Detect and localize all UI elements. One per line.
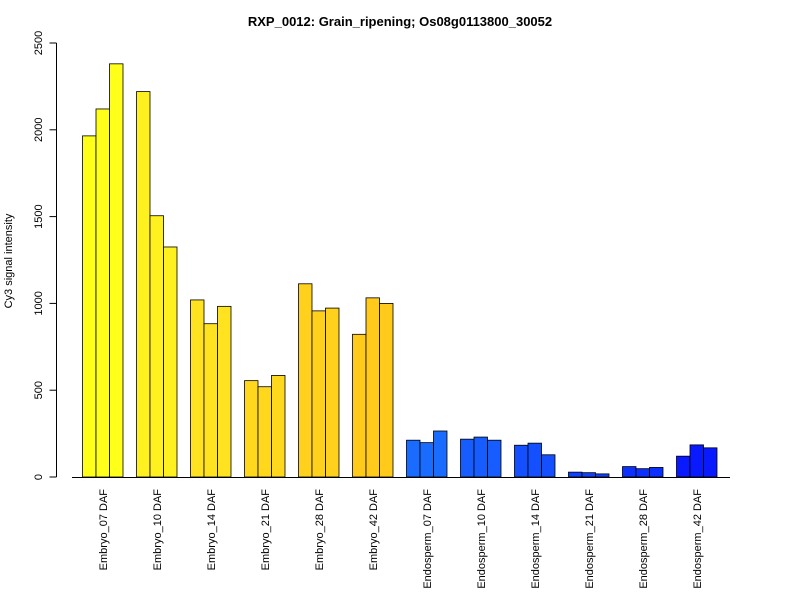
y-tick-label: 2000: [33, 118, 45, 142]
category-label: Embryo_42 DAF: [368, 489, 380, 571]
category-label: Endosperm_21 DAF: [584, 489, 596, 589]
bar: [82, 135, 97, 478]
bar: [527, 442, 542, 478]
category-label: Endosperm_14 DAF: [530, 489, 542, 589]
bar: [257, 386, 272, 478]
bar: [136, 91, 151, 478]
bar: [635, 468, 650, 478]
y-axis: 0 500 1000 1500 2000 2500: [33, 31, 57, 480]
bar: [365, 297, 380, 478]
bar: [649, 467, 664, 478]
bar: [622, 466, 637, 478]
bar: [352, 333, 367, 478]
category-label: Endosperm_07 DAF: [422, 489, 434, 589]
category-label: Endosperm_28 DAF: [638, 489, 650, 589]
bar: [568, 471, 583, 478]
category-label: Endosperm_10 DAF: [476, 489, 488, 589]
bar: [514, 444, 529, 478]
bar: [460, 438, 475, 478]
y-tick-label: 1000: [33, 291, 45, 315]
bar: [676, 455, 691, 478]
category-label: Embryo_07 DAF: [98, 489, 110, 571]
category-labels: Embryo_07 DAF Embryo_10 DAF Embryo_14 DAF E…: [98, 489, 704, 589]
category-label: Embryo_28 DAF: [314, 489, 326, 571]
bar: [689, 444, 704, 478]
bars-group: [82, 63, 718, 478]
bar: [271, 375, 286, 478]
bar: [419, 442, 434, 478]
bar: [595, 473, 610, 478]
bar: [487, 439, 502, 478]
category-label: Embryo_21 DAF: [260, 489, 272, 571]
bar: [298, 283, 313, 478]
bar: [149, 215, 164, 478]
bar: [95, 108, 110, 478]
bar: [703, 447, 718, 478]
bar: [217, 305, 232, 478]
bar: [190, 299, 205, 478]
category-label: Embryo_14 DAF: [206, 489, 218, 571]
bar: [406, 439, 421, 478]
category-label: Endosperm_42 DAF: [692, 489, 704, 589]
y-tick-label: 1500: [33, 204, 45, 228]
y-tick-label: 2500: [33, 31, 45, 55]
y-axis-label: Cy3 signal intensity: [3, 213, 15, 308]
bar: [244, 380, 259, 478]
bar: [325, 307, 340, 478]
bar: [163, 246, 178, 478]
chart-title: RXP_0012: Grain_ripening; Os08g0113800_3…: [248, 14, 552, 29]
bar: [473, 436, 488, 478]
bar: [581, 472, 596, 478]
bar: [433, 430, 448, 478]
bar: [203, 323, 218, 478]
y-tick-label: 0: [33, 474, 45, 480]
bar: [109, 63, 124, 478]
bar: [311, 310, 326, 478]
bar: [541, 454, 556, 478]
category-label: Embryo_10 DAF: [152, 489, 164, 571]
bar: [379, 302, 394, 478]
y-tick-label: 500: [33, 381, 45, 399]
